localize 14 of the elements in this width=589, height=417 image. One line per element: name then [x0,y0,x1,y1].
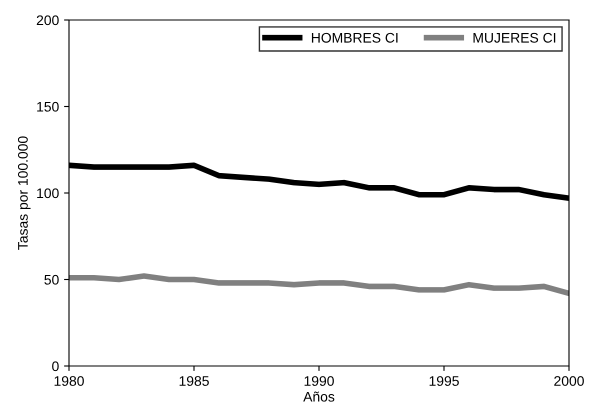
x-axis-title: Años [303,392,334,402]
x-tick-label: 1985 [180,376,209,386]
y-tick-label: 200 [36,15,59,26]
legend-label: MUJERES CI [474,32,556,43]
y-tick-label: 0 [52,361,59,372]
x-tick-label: 2000 [554,376,584,386]
legend-label: HOMBRES CI [312,32,398,43]
x-tick-label: 1995 [430,376,459,386]
x-tick-label: 1990 [304,376,334,386]
x-tick-label: 1980 [54,376,84,386]
y-tick-label: 150 [37,102,59,112]
y-axis-title: Tasas por 100.000 [18,136,31,250]
y-tick-label: 50 [44,274,59,285]
y-tick-label: 100 [37,188,59,198]
